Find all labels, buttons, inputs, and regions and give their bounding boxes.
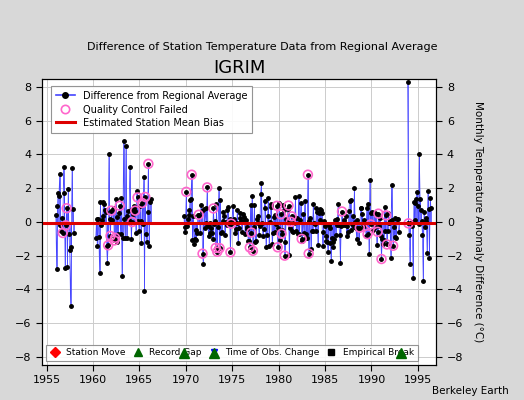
Point <box>274 244 282 250</box>
Point <box>209 205 217 212</box>
Point <box>213 248 222 255</box>
Point <box>304 250 313 257</box>
Point <box>288 213 296 220</box>
Point <box>106 233 115 239</box>
Point <box>194 212 203 218</box>
Title: IGRIM: IGRIM <box>213 59 265 77</box>
Point <box>141 194 149 200</box>
Point <box>116 202 124 209</box>
Point <box>215 245 224 251</box>
Point <box>272 202 281 209</box>
Point <box>188 172 196 178</box>
Point <box>227 220 235 227</box>
Point <box>389 242 397 249</box>
Point <box>59 230 67 236</box>
Point <box>203 184 211 191</box>
Point <box>356 224 364 231</box>
Point <box>104 242 112 248</box>
Point <box>338 208 346 215</box>
Point <box>62 205 71 212</box>
Point <box>246 244 254 251</box>
Point <box>285 202 293 209</box>
Y-axis label: Monthly Temperature Anomaly Difference (°C): Monthly Temperature Anomaly Difference (… <box>473 101 483 342</box>
Text: Difference of Station Temperature Data from Regional Average: Difference of Station Temperature Data f… <box>87 42 437 52</box>
Point <box>131 208 139 214</box>
Point <box>111 235 119 241</box>
Point <box>374 229 382 235</box>
Point <box>363 231 372 238</box>
Point <box>144 161 152 167</box>
Point <box>277 230 286 237</box>
Point <box>226 249 235 256</box>
Point <box>182 189 190 195</box>
Point <box>277 211 285 218</box>
Point <box>366 221 375 228</box>
Point <box>298 236 306 242</box>
Point <box>247 229 256 236</box>
Point <box>138 200 146 206</box>
Point <box>62 222 70 229</box>
Point <box>377 256 386 262</box>
Point <box>128 219 136 225</box>
Point <box>199 250 207 257</box>
Point <box>383 241 391 248</box>
Legend: Station Move, Record Gap, Time of Obs. Change, Empirical Break: Station Move, Record Gap, Time of Obs. C… <box>47 344 418 361</box>
Point <box>404 220 412 226</box>
Point <box>110 237 118 244</box>
Point <box>133 194 141 201</box>
Text: Berkeley Earth: Berkeley Earth <box>432 386 508 396</box>
Point <box>382 212 390 218</box>
Point <box>107 208 115 214</box>
Point <box>280 252 289 259</box>
Point <box>304 172 312 178</box>
Point <box>287 219 295 225</box>
Point <box>374 210 383 217</box>
Point <box>249 248 257 254</box>
Point <box>212 245 220 251</box>
